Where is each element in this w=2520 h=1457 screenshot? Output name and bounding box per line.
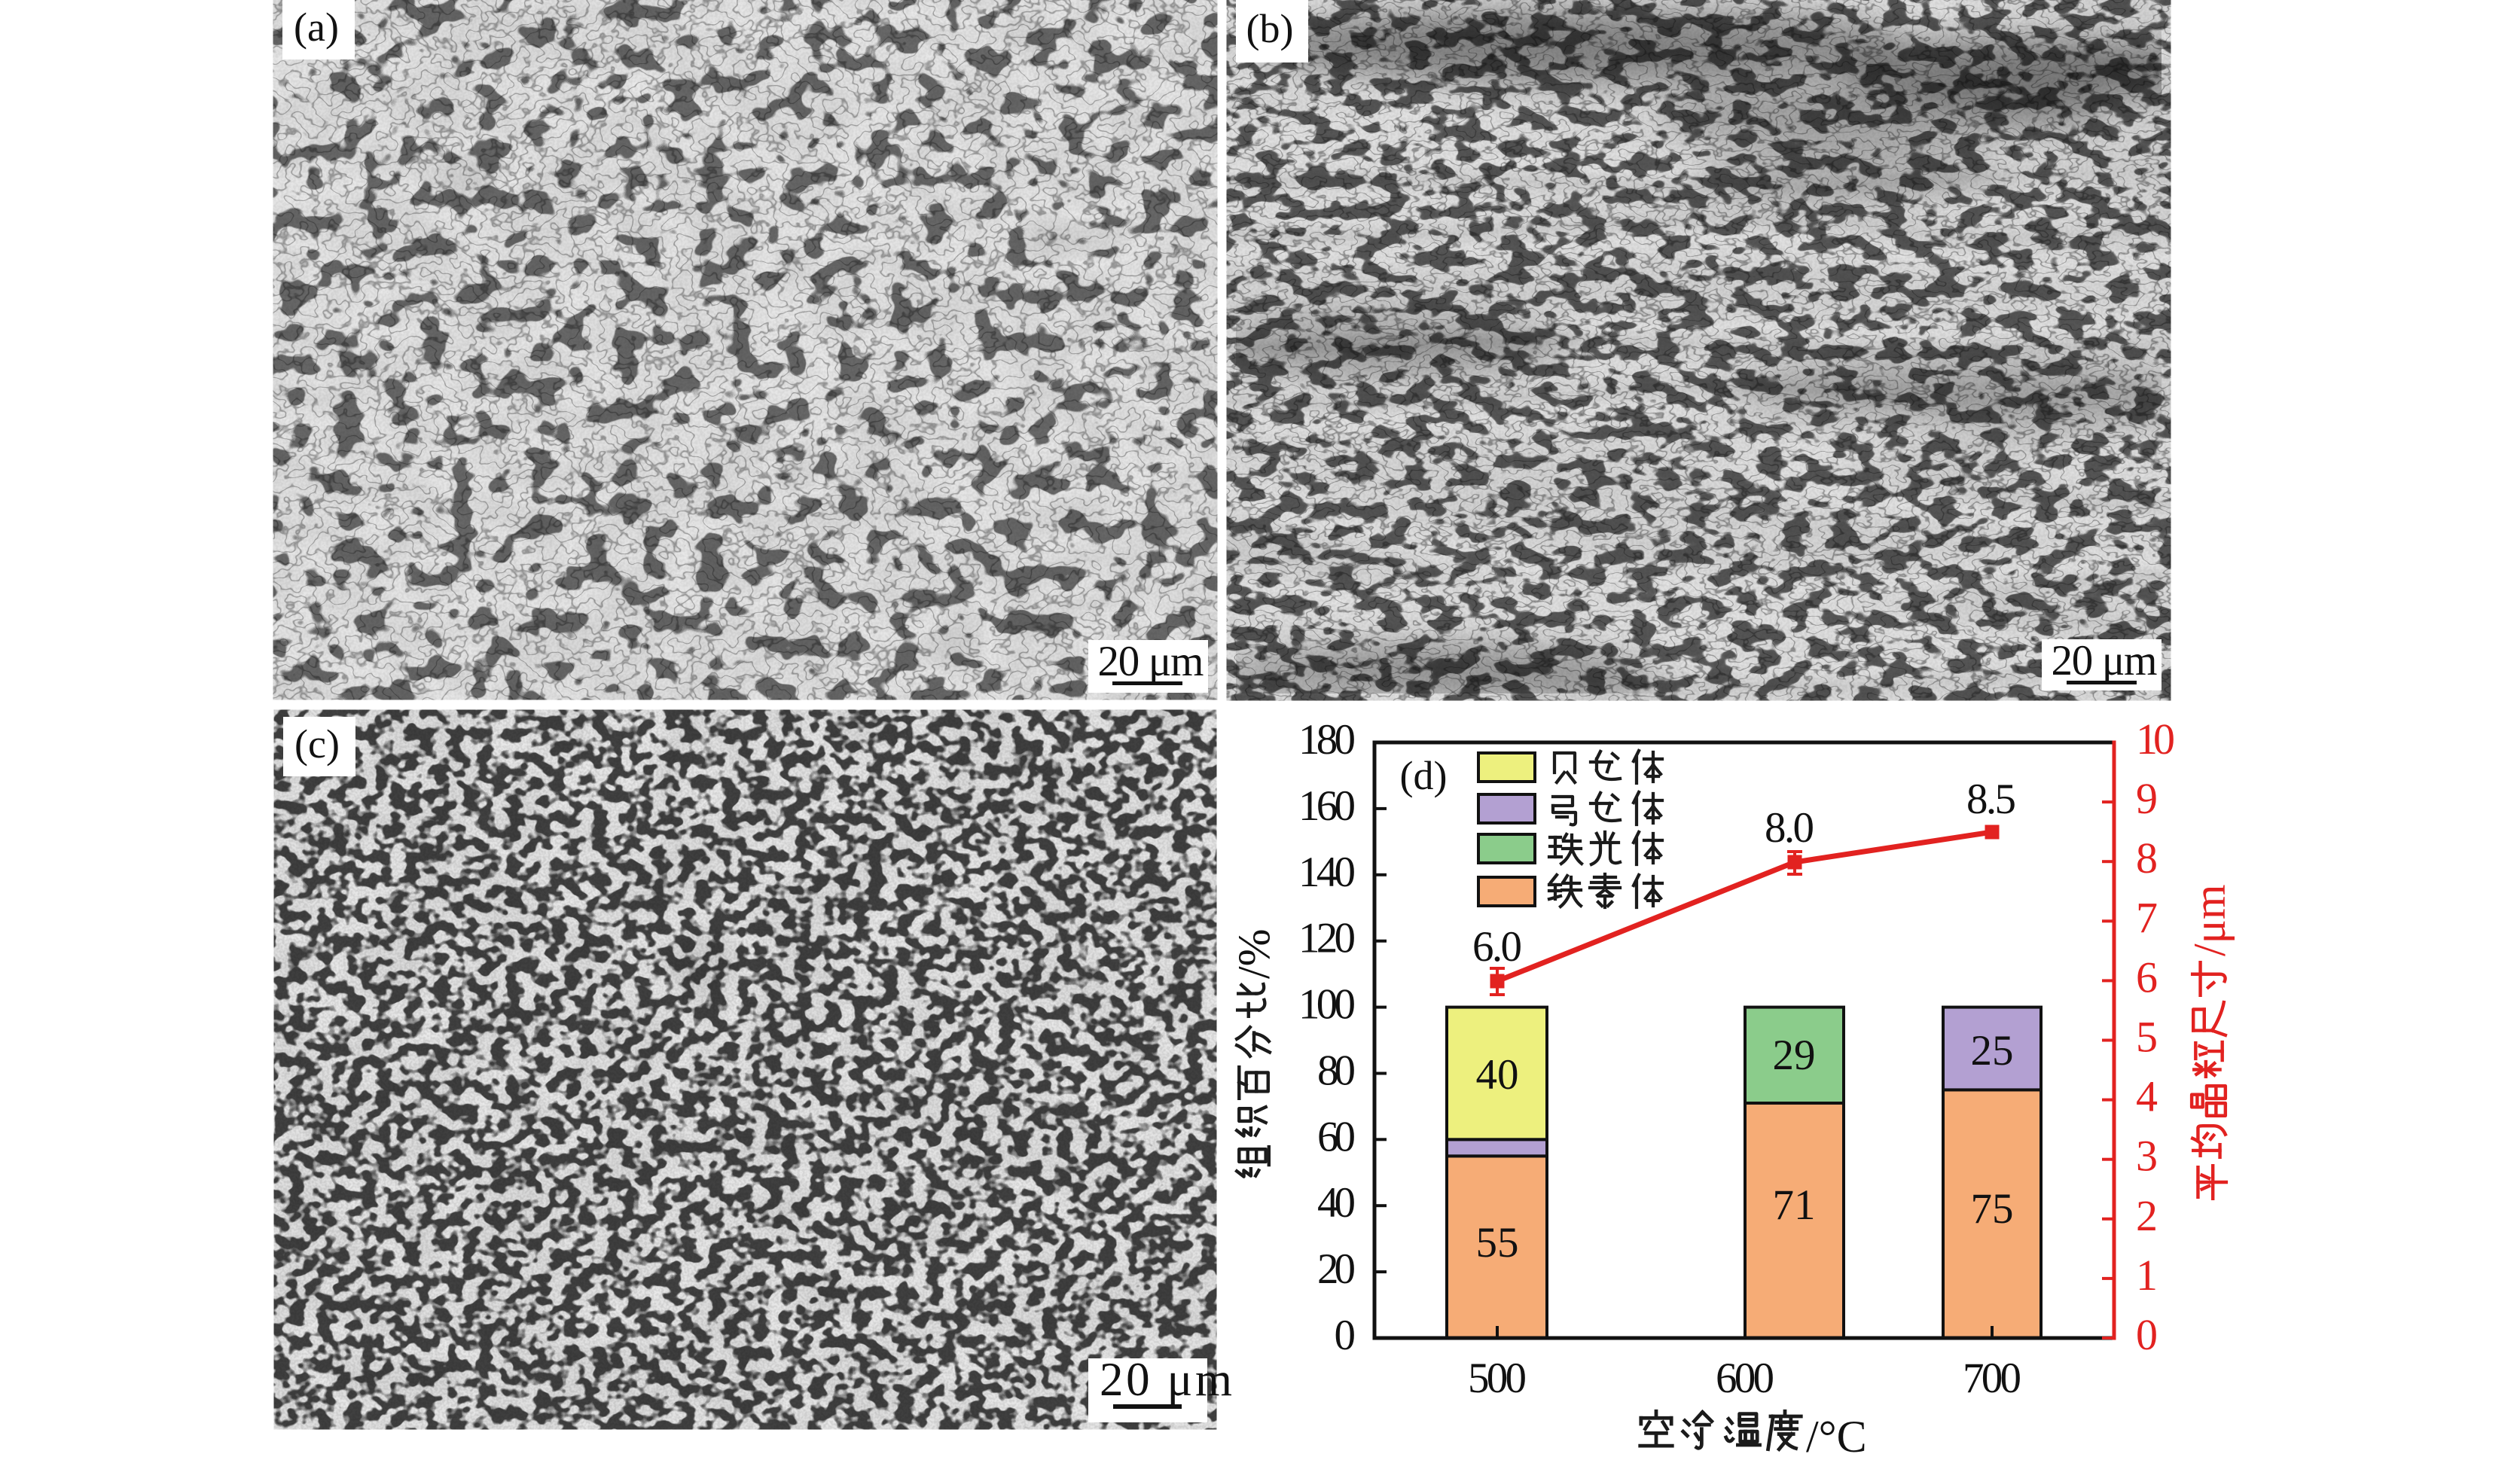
- svg-text:(b): (b): [1246, 6, 1294, 51]
- svg-text:1: 1: [2136, 1251, 2158, 1300]
- svg-text:7: 7: [2136, 893, 2158, 942]
- svg-text:55: 55: [1476, 1219, 1519, 1266]
- svg-text:9: 9: [2136, 774, 2158, 823]
- svg-text:20: 20: [1317, 1245, 1356, 1293]
- svg-text:60: 60: [1317, 1113, 1356, 1160]
- svg-text:/%: /%: [1229, 928, 1279, 979]
- svg-text:25: 25: [1971, 1027, 2014, 1074]
- svg-text:120: 120: [1298, 915, 1356, 962]
- svg-text:180: 180: [1298, 716, 1356, 764]
- svg-text:100: 100: [1298, 981, 1356, 1029]
- svg-text:75: 75: [1971, 1185, 2014, 1233]
- svg-text:8.0: 8.0: [1765, 804, 1814, 852]
- svg-text:10: 10: [2136, 715, 2175, 764]
- svg-text:6.0: 6.0: [1472, 923, 1522, 971]
- svg-text:3: 3: [2136, 1132, 2158, 1181]
- svg-text:140: 140: [1298, 849, 1356, 896]
- svg-text:600: 600: [1716, 1355, 1774, 1402]
- svg-text:2: 2: [2136, 1191, 2158, 1240]
- svg-text:(c): (c): [294, 721, 340, 767]
- svg-text:71: 71: [1773, 1181, 1816, 1229]
- svg-text:40: 40: [1476, 1051, 1519, 1099]
- svg-text:/μm: /μm: [2185, 884, 2235, 956]
- svg-text:8.5: 8.5: [1966, 776, 2016, 823]
- svg-text:20 μm: 20 μm: [1098, 638, 1204, 685]
- svg-text:700: 700: [1963, 1355, 2021, 1402]
- svg-text:/°C: /°C: [1806, 1412, 1867, 1457]
- svg-text:80: 80: [1317, 1047, 1356, 1095]
- svg-text:4: 4: [2136, 1072, 2158, 1121]
- svg-text:160: 160: [1298, 782, 1356, 830]
- svg-text:(d): (d): [1400, 753, 1448, 798]
- svg-text:20 μm: 20 μm: [2052, 637, 2158, 684]
- svg-text:500: 500: [1468, 1355, 1527, 1402]
- svg-text:(a): (a): [294, 5, 339, 50]
- svg-text:0: 0: [1335, 1312, 1356, 1359]
- svg-text:0: 0: [2136, 1310, 2158, 1359]
- svg-text:6: 6: [2136, 953, 2158, 1001]
- svg-text:29: 29: [1773, 1032, 1816, 1079]
- svg-text:40: 40: [1317, 1179, 1356, 1227]
- svg-text:5: 5: [2136, 1013, 2158, 1062]
- svg-text:8: 8: [2136, 834, 2158, 882]
